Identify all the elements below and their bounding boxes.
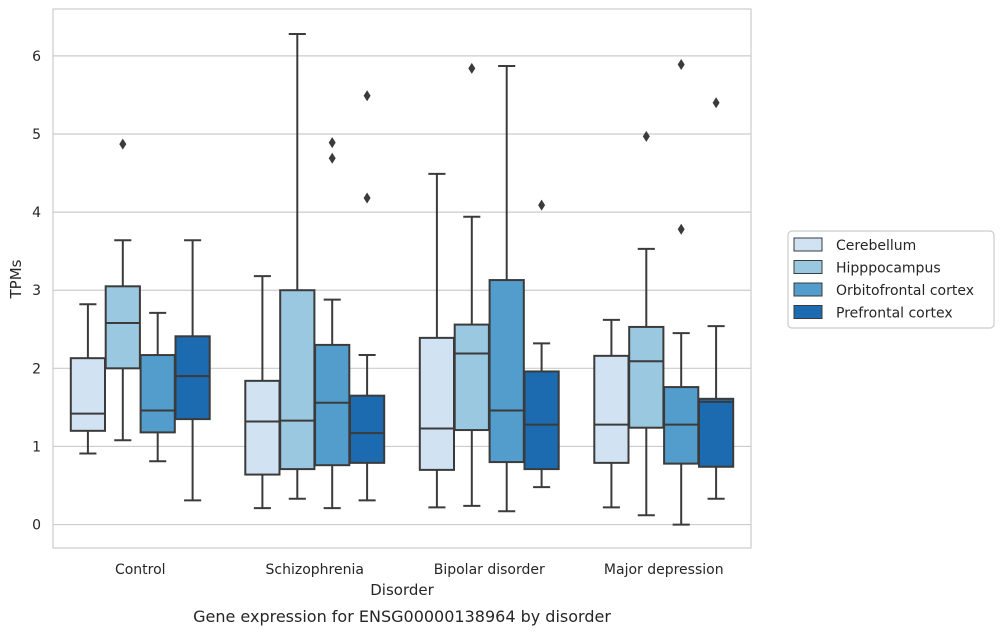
box-body <box>139 354 176 434</box>
legend-label: Prefrontal cortex <box>836 306 953 322</box>
y-tick-label: 5 <box>32 127 41 143</box>
box-body <box>697 397 735 468</box>
y-tick-label: 4 <box>32 205 41 221</box>
box-body <box>488 279 525 464</box>
y-axis-ticks: 0 1 2 3 4 5 6 <box>32 49 41 534</box>
box-body <box>523 370 560 471</box>
plot-marks <box>69 32 735 526</box>
box-hipppocampus <box>279 32 316 500</box>
box-cerebellum <box>244 275 281 510</box>
box-body <box>279 289 316 471</box>
x-tick-label: Bipolar disorder <box>434 562 545 578</box>
box-hipppocampus <box>453 62 490 507</box>
box-orbitofrontal-cortex <box>314 137 351 510</box>
x-axis-label: Disorder <box>370 581 434 599</box>
legend-label: Hipppocampus <box>836 261 941 277</box>
legend-label: Cerebellum <box>836 238 916 254</box>
box-orbitofrontal-cortex <box>139 311 176 463</box>
box-prefrontal-cortex <box>697 97 735 500</box>
outlier-point <box>328 137 336 149</box>
box-cerebellum <box>418 172 456 509</box>
x-tick-label: Schizophrenia <box>266 562 364 578</box>
outlier-point <box>538 199 546 211</box>
y-axis-label: TPMs <box>7 259 25 299</box>
box-body <box>104 285 141 370</box>
outlier-point <box>328 152 336 164</box>
y-tick-label: 0 <box>32 518 41 534</box>
plot-frame <box>52 8 752 549</box>
box-prefrontal-cortex <box>348 90 386 502</box>
y-tick-label: 3 <box>32 283 41 299</box>
legend-swatch <box>793 260 823 274</box>
outlier-point <box>677 58 685 70</box>
box-orbitofrontal-cortex <box>663 58 700 526</box>
box-body <box>453 323 490 432</box>
legend-frame <box>787 230 995 329</box>
box-body <box>348 394 386 464</box>
box-body <box>593 354 630 464</box>
box-body <box>174 335 211 421</box>
box-body <box>418 336 456 471</box>
box-hipppocampus <box>628 130 665 517</box>
legend: Cerebellum Hipppocampus Orbitofrontal cort… <box>787 230 995 329</box>
outlier-point <box>677 223 685 235</box>
y-tick-label: 6 <box>32 49 41 65</box>
legend-label: Orbitofrontal cortex <box>836 283 974 299</box>
box-orbitofrontal-cortex <box>488 65 525 513</box>
box-hipppocampus <box>104 138 141 442</box>
outlier-point <box>468 62 476 74</box>
box-body <box>69 357 107 432</box>
chart-caption: Gene expression for ENSG00000138964 by d… <box>193 607 611 626</box>
outlier-point <box>642 130 650 142</box>
x-tick-label: Major depression <box>604 562 724 578</box>
y-tick-label: 2 <box>32 361 41 377</box>
outlier-point <box>363 192 371 204</box>
outlier-point <box>363 90 371 102</box>
box-prefrontal-cortex <box>523 199 560 489</box>
y-tick-label: 1 <box>32 439 41 455</box>
outlier-point <box>119 138 127 150</box>
legend-swatch <box>793 282 823 297</box>
box-cerebellum <box>593 318 630 509</box>
box-body <box>314 343 351 467</box>
outlier-point <box>712 97 720 109</box>
legend-swatch <box>793 237 823 252</box>
box-prefrontal-cortex <box>174 239 211 502</box>
box-body <box>628 325 665 429</box>
x-axis-ticks: Control Schizophrenia Bipolar disorder Majo… <box>115 562 724 578</box>
box-cerebellum <box>69 303 107 455</box>
x-tick-label: Control <box>115 562 166 578</box>
legend-swatch <box>793 305 823 319</box>
box-body <box>244 379 281 476</box>
